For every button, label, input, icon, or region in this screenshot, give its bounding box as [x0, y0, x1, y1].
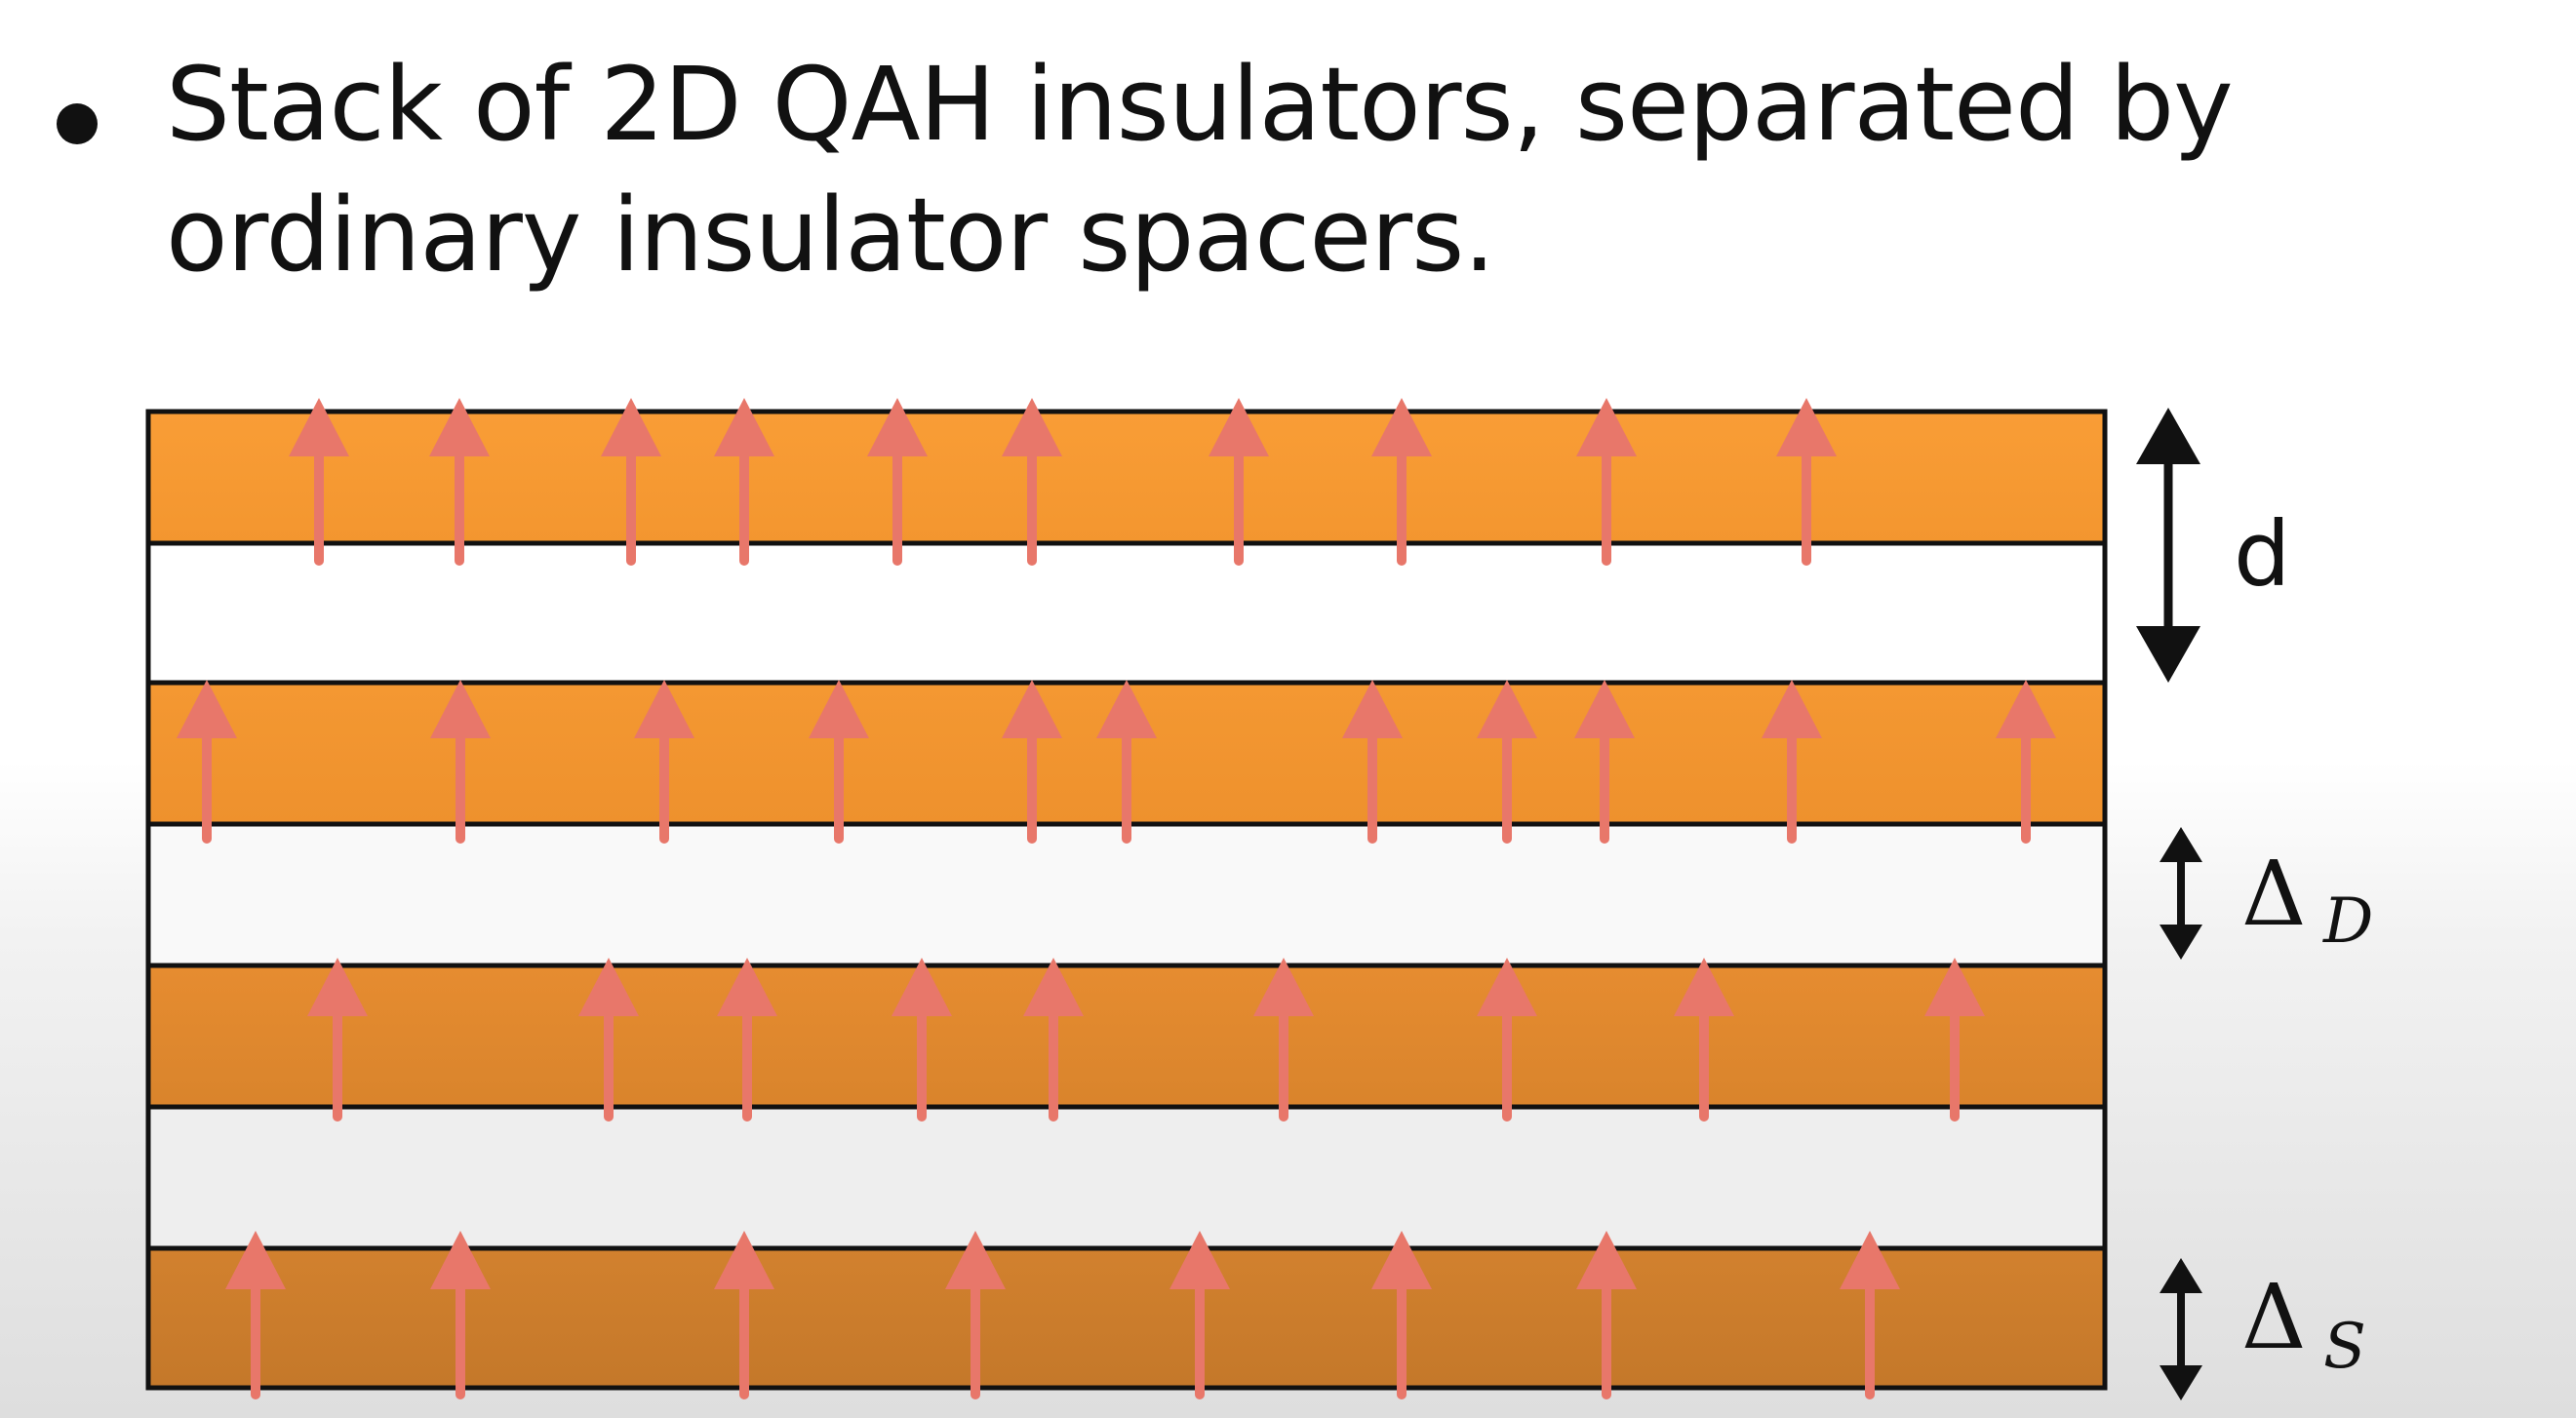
delta-d-symbol: Δ	[2241, 842, 2306, 946]
magnetization-arrows-layer-1	[289, 398, 1837, 566]
magnetization-arrow-icon	[307, 958, 368, 1122]
magnetization-arrow-icon	[714, 398, 774, 566]
magnetization-arrow-icon	[714, 1231, 774, 1399]
magnetization-arrow-icon	[1209, 398, 1269, 566]
magnetization-arrow-icon	[289, 398, 349, 566]
magnetization-arrow-icon	[429, 398, 490, 566]
magnetization-arrow-icon	[1840, 1231, 1900, 1399]
spacer-layer-1	[145, 540, 2108, 686]
magnetization-arrow-icon	[1574, 680, 1635, 844]
magnetization-arrow-icon	[225, 1231, 286, 1399]
magnetization-arrow-icon	[1169, 1231, 1230, 1399]
magnetization-arrow-icon	[867, 398, 928, 566]
delta-s-dimension: Δ S	[2160, 1258, 2366, 1400]
spacer-layer-2	[145, 821, 2108, 968]
magnetization-arrow-icon	[1924, 958, 1985, 1122]
magnetization-arrow-icon	[601, 398, 661, 566]
delta-s-symbol: Δ	[2241, 1265, 2306, 1369]
period-dimension: d	[2136, 408, 2290, 683]
magnetization-arrows-layer-2	[177, 680, 2056, 844]
spacer-layer-3	[145, 1104, 2108, 1251]
magnetization-arrow-icon	[1576, 1231, 1637, 1399]
double-headed-arrow-icon	[2136, 408, 2200, 683]
magnetization-arrow-icon	[1002, 398, 1062, 566]
magnetization-arrows-layer-3	[307, 958, 1985, 1122]
magnetization-arrow-icon	[1477, 680, 1537, 844]
magnetization-arrow-icon	[634, 680, 694, 844]
magnetization-arrow-icon	[1342, 680, 1403, 844]
magnetization-arrow-icon	[945, 1231, 1006, 1399]
magnetization-arrow-icon	[1253, 958, 1314, 1122]
magnetization-arrow-icon	[1762, 680, 1822, 844]
delta-s-subscript: S	[2323, 1311, 2366, 1383]
magnetization-arrow-icon	[809, 680, 869, 844]
double-headed-arrow-icon	[2160, 1258, 2202, 1400]
magnetization-arrow-icon	[1776, 398, 1837, 566]
magnetization-arrow-icon	[1002, 680, 1062, 844]
double-headed-arrow-icon	[2160, 827, 2202, 960]
magnetization-arrow-icon	[177, 680, 237, 844]
delta-d-subscript: D	[2322, 886, 2373, 958]
magnetization-arrow-icon	[892, 958, 952, 1122]
magnetization-arrow-icon	[1371, 1231, 1432, 1399]
bullet-dot-icon	[57, 103, 98, 144]
magnetization-arrow-icon	[1576, 398, 1637, 566]
magnetization-arrow-icon	[717, 958, 777, 1122]
bullet-point: Stack of 2D QAH insulators, separated by…	[57, 39, 2554, 332]
magnetization-arrow-icon	[1096, 680, 1157, 844]
magnetization-arrow-icon	[1023, 958, 1084, 1122]
magnetization-arrow-icon	[430, 1231, 491, 1399]
magnetization-arrows-layer-4	[225, 1231, 1900, 1399]
magnetization-arrow-icon	[1371, 398, 1432, 566]
qah-layer-3	[145, 963, 2108, 1110]
magnetization-arrow-icon	[1996, 680, 2056, 844]
bullet-text: Stack of 2D QAH insulators, separated by…	[166, 45, 2234, 295]
magnetization-arrow-icon	[430, 680, 491, 844]
delta-d-dimension: Δ D	[2160, 827, 2373, 960]
magnetization-arrow-icon	[578, 958, 639, 1122]
magnetization-arrow-icon	[1477, 958, 1537, 1122]
magnetization-arrow-icon	[1674, 958, 1734, 1122]
period-label: d	[2234, 502, 2290, 607]
